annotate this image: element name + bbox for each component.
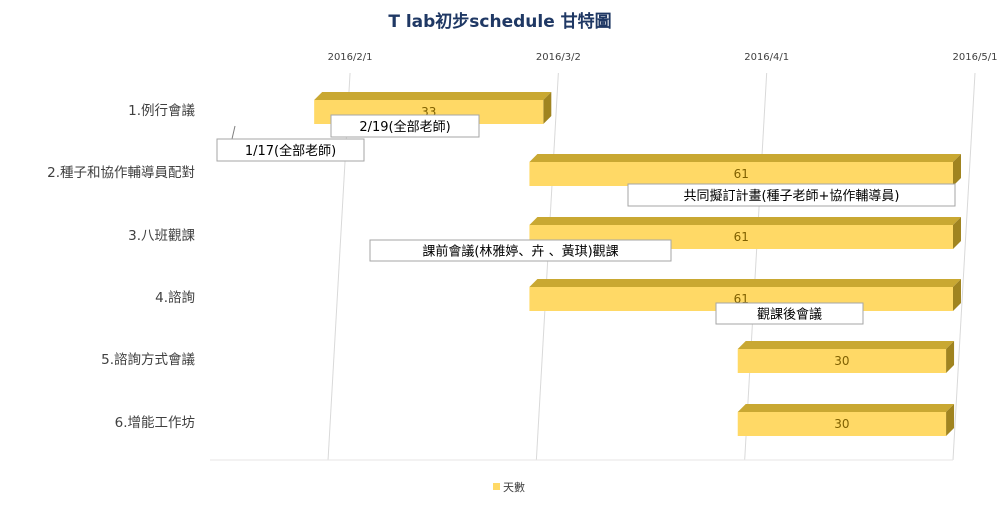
annotation-box — [627, 183, 956, 207]
bar-side-face — [953, 279, 961, 311]
gridline — [535, 72, 559, 461]
annotation-text: 課前會議(林雅婷、卉 、黃琪)觀課 — [422, 244, 618, 260]
bar-top-face — [314, 92, 552, 100]
category-label: 5.諮詢方式會議 — [101, 351, 195, 368]
bar-side-face — [543, 92, 552, 124]
x-tick-label: 2016/3/2 — [536, 52, 581, 63]
annotation-text: 共同擬訂計畫(種子老師+協作輔導員) — [683, 188, 899, 204]
bar-front-face — [529, 162, 953, 186]
bar-top-face — [529, 154, 961, 162]
x-tick-label: 2016/4/1 — [744, 52, 789, 63]
annotations: 2/19(全部老師) 1/17(全部老師) 共同擬訂計畫(種子老師+協作輔導員) 課前… — [216, 114, 956, 325]
bar-top-face — [737, 404, 955, 412]
gridline — [952, 72, 976, 461]
gridlines — [210, 72, 976, 461]
bar-front-face — [737, 412, 947, 436]
bar-value-label: 61 — [734, 230, 749, 244]
chart-title: T lab初步schedule 甘特圖 — [388, 11, 611, 32]
annotation-callout: 觀課後會議 — [715, 302, 864, 325]
category-label: 6.增能工作坊 — [115, 415, 195, 431]
annotation-box — [216, 138, 365, 162]
annotation-leader — [231, 125, 236, 140]
bar: 30 — [737, 341, 955, 373]
legend: 天數 — [493, 481, 525, 494]
bar-side-face — [953, 217, 961, 249]
bar-side-face — [946, 404, 955, 436]
bar-value-label: 30 — [834, 417, 849, 431]
bar-top-face — [737, 341, 955, 349]
bar-value-label: 30 — [834, 354, 849, 368]
bar: 61 — [529, 154, 961, 186]
legend-swatch — [493, 483, 500, 490]
annotation-text: 觀課後會議 — [757, 307, 822, 323]
gridline — [744, 72, 768, 461]
bar-top-face — [529, 217, 961, 225]
category-label: 4.諮詢 — [155, 289, 195, 306]
annotation-callout: 課前會議(林雅婷、卉 、黃琪)觀課 — [369, 239, 672, 262]
category-labels: 1.例行會議 2.種子和協作輔導員配對 3.八班觀課 4.諮詢 5.諮詢方式會議 6.增能… — [47, 102, 195, 431]
bar-value-label: 61 — [734, 167, 749, 181]
annotation-box — [715, 302, 864, 325]
legend-label: 天數 — [503, 481, 525, 494]
annotation-box — [330, 114, 480, 138]
bar: 61 — [529, 279, 961, 311]
annotation-callout: 1/17(全部老師) — [216, 125, 365, 162]
bar: 30 — [737, 404, 955, 436]
bar-side-face — [953, 154, 961, 186]
annotation-box — [369, 239, 672, 262]
category-label: 2.種子和協作輔導員配對 — [47, 165, 195, 181]
bar-side-face — [946, 341, 955, 373]
category-label: 3.八班觀課 — [128, 228, 195, 244]
annotation-callout: 2/19(全部老師) — [330, 114, 480, 138]
annotation-text: 2/19(全部老師) — [359, 119, 450, 135]
category-label: 1.例行會議 — [128, 102, 195, 119]
x-axis-ticks: 2016/2/1 2016/3/2 2016/4/1 2016/5/1 — [328, 52, 998, 63]
annotation-text: 1/17(全部老師) — [245, 143, 336, 159]
x-tick-label: 2016/2/1 — [328, 52, 373, 63]
bar-front-face — [737, 349, 947, 373]
x-tick-label: 2016/5/1 — [953, 52, 998, 63]
annotation-callout: 共同擬訂計畫(種子老師+協作輔導員) — [627, 183, 956, 207]
bar-top-face — [529, 279, 961, 287]
